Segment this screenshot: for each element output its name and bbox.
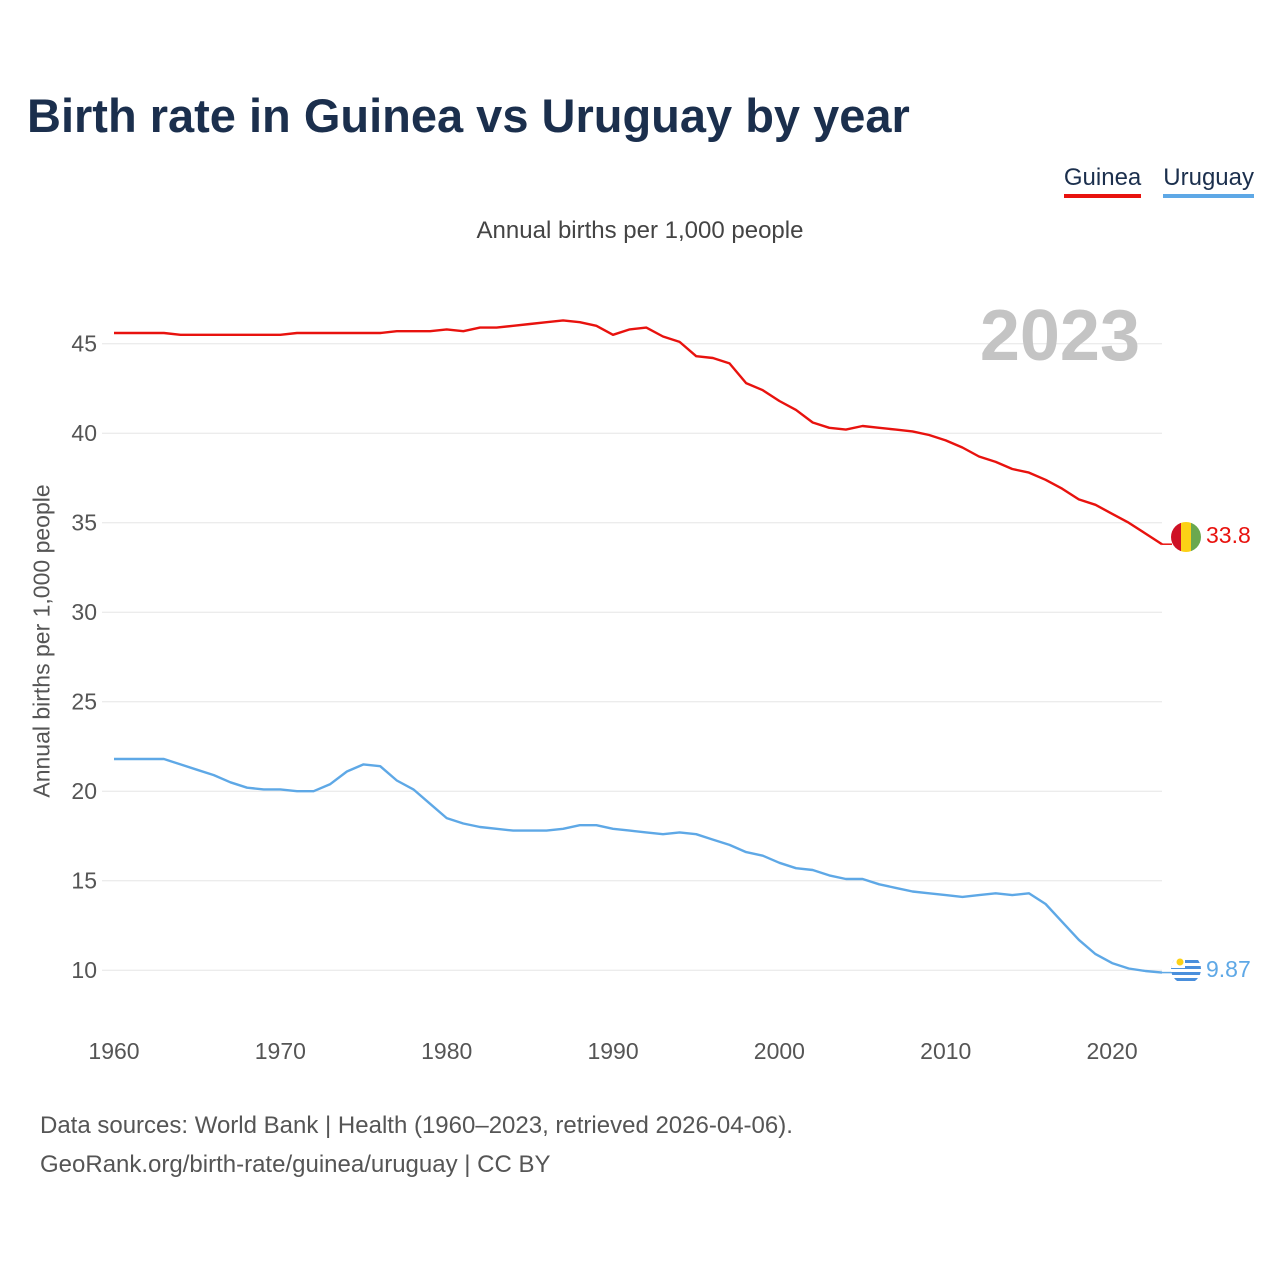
y-tick-label: 35 [71,510,97,536]
guinea-end-value: 33.8 [1206,522,1251,548]
data-source-text: Data sources: World Bank | Health (1960–… [40,1112,793,1139]
footer: Data sources: World Bank | Health (1960–… [40,1106,793,1184]
x-tick-label: 1970 [255,1038,306,1064]
x-tick-label: 1990 [587,1038,638,1064]
guinea-flag-icon [1171,522,1201,552]
y-tick-label: 10 [71,957,97,983]
uruguay-end-value: 9.87 [1206,956,1251,982]
y-tick-label: 30 [71,599,97,625]
x-tick-label: 2010 [920,1038,971,1064]
y-tick-label: 40 [71,420,97,446]
source-link[interactable]: GeoRank.org/birth-rate/guinea/uruguay | … [40,1151,551,1178]
chart-subtitle: Annual births per 1,000 people [476,217,804,244]
x-tick-label: 2020 [1087,1038,1138,1064]
series-line-guinea[interactable] [114,319,1163,546]
year-label: 2023 [980,296,1140,376]
legend-item-guinea[interactable]: Guinea [1063,164,1142,198]
y-tick-label: 45 [71,331,97,357]
y-tick-label: 15 [71,868,97,894]
chart-title: Birth rate in Guinea vs Uruguay by year [27,89,910,142]
legend-item-uruguay[interactable]: Uruguay [1163,164,1254,198]
y-tick-label: 25 [71,689,97,715]
y-tick-label: 20 [71,778,97,804]
x-tick-label: 1980 [421,1038,472,1064]
x-tick-label: 1960 [88,1038,139,1064]
uruguay-flag-icon [1171,954,1201,984]
legend: Guinea Uruguay [1063,164,1254,198]
x-tick-label: 2000 [754,1038,805,1064]
series-line-uruguay[interactable] [114,757,1163,974]
